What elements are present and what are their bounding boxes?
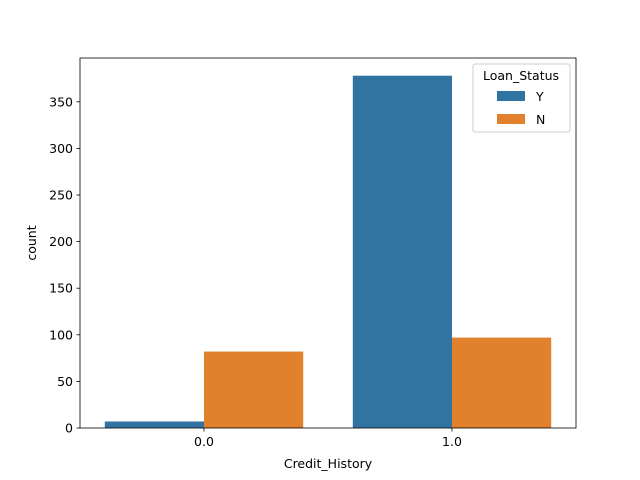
y-tick-label: 250 [49,188,73,203]
y-axis-label: count [24,225,39,260]
bars-layer [104,75,552,428]
y-tick-label: 100 [49,327,73,342]
bar-y-0-0 [104,421,204,428]
legend-label-n: N [536,112,545,127]
legend-swatch-y [497,91,525,101]
y-tick-label: 150 [49,281,73,296]
plot-frame [79,57,577,429]
y-tick-label: 200 [49,234,73,249]
bar-n-0-0 [204,351,304,428]
legend-label-y: Y [535,89,544,104]
y-tick-label: 0 [65,421,73,436]
y-tick-label: 350 [49,94,73,109]
legend: Loan_Status Y N [472,63,571,133]
legend-swatch-n [497,114,525,124]
legend-title: Loan_Status [483,68,559,83]
y-axis-ticks: 0 50 100 150 200 250 300 350 [49,94,80,436]
x-axis-label: Credit_History [284,456,373,471]
bar-n-1-0 [452,337,552,428]
x-tick-label: 0.0 [194,434,214,449]
x-tick-label: 1.0 [442,434,462,449]
bar-y-1-0 [352,75,452,428]
x-axis-ticks: 0.0 1.0 [194,428,462,449]
y-tick-label: 50 [57,374,73,389]
y-tick-label: 300 [49,141,73,156]
